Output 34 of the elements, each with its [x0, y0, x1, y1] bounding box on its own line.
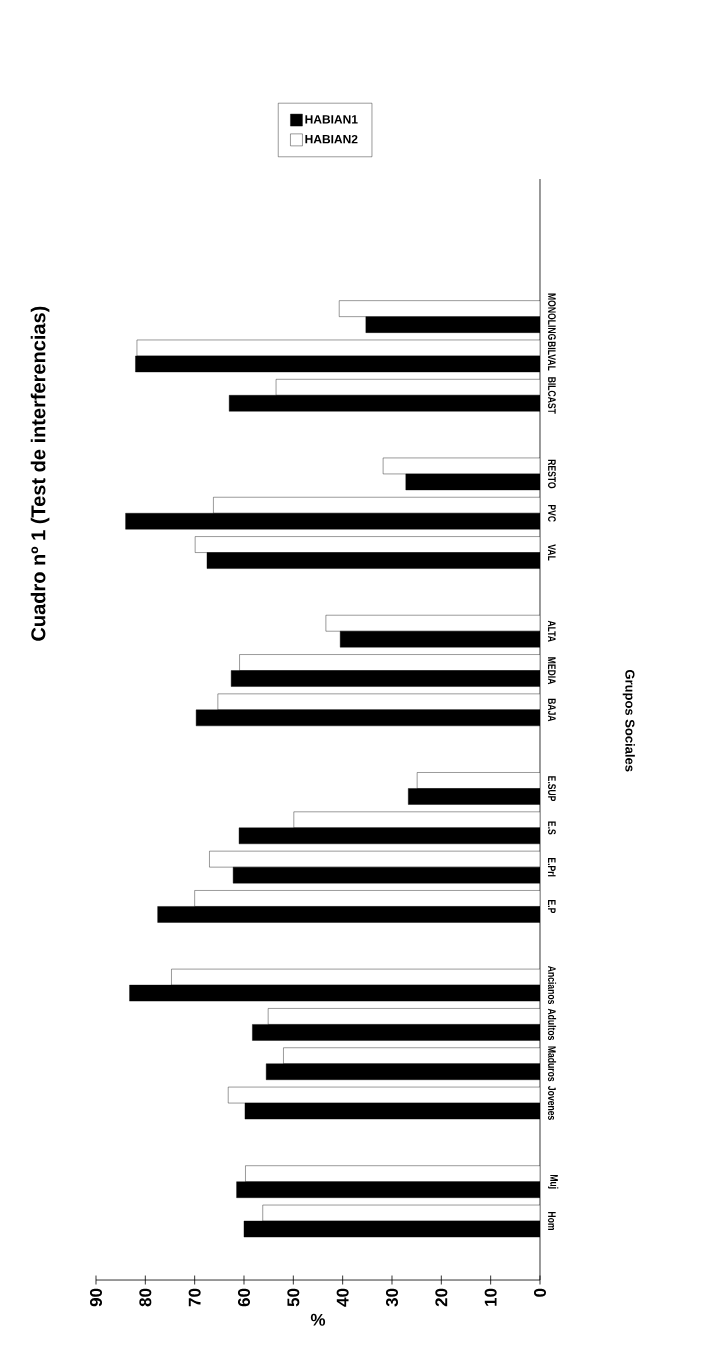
y-tick-label: E.S	[548, 821, 556, 835]
x-tick-label: 90	[89, 1288, 103, 1307]
y-tick-label: MONOLING	[548, 293, 556, 340]
y-tick-label: Jovenes	[548, 1086, 556, 1120]
y-tick-label: BAJA	[548, 698, 556, 722]
x-tick-label: 20	[435, 1288, 448, 1307]
x-tick-label: 40	[336, 1288, 349, 1307]
y-axis-title: Grupos Sociales	[622, 669, 635, 772]
y-tick-label: VAL	[548, 544, 556, 561]
y-tick-label: E.P	[548, 900, 556, 914]
legend-label: HABIAN1	[305, 115, 358, 124]
y-tick-label: Adultos	[548, 1008, 557, 1041]
y-tick-label: E.SUP	[548, 776, 556, 802]
x-axis-title: %	[310, 1313, 326, 1326]
x-tick-label: 80	[139, 1288, 152, 1307]
y-tick-label: BILCAST	[548, 377, 556, 414]
y-tick-label: Maduros	[548, 1046, 557, 1082]
text: Cuadro nº 1 (Test de interferencias)	[30, 306, 50, 641]
y-tick-label: Muj	[548, 1174, 559, 1189]
x-tick-label: 60	[237, 1288, 251, 1307]
x-tick-label: 30	[385, 1288, 399, 1307]
y-tick-label: E.PrI	[548, 857, 556, 877]
x-tick-label: 0	[533, 1288, 547, 1297]
y-tick-label: Hom	[548, 1212, 556, 1231]
y-tick-label: PVC	[548, 505, 556, 522]
y-tick-label: Ancianos	[548, 966, 557, 1005]
y-tick-label: ALTA	[548, 620, 556, 642]
y-tick-label: BILVAL	[548, 341, 556, 371]
y-tick-label: MEDIA	[548, 657, 556, 685]
x-tick-label: 10	[484, 1288, 497, 1306]
y-tick-label: RESTO	[548, 459, 556, 489]
legend-label: HABIAN2	[305, 134, 358, 144]
x-tick-label: 70	[188, 1288, 201, 1307]
x-tick-label: 50	[287, 1288, 300, 1307]
